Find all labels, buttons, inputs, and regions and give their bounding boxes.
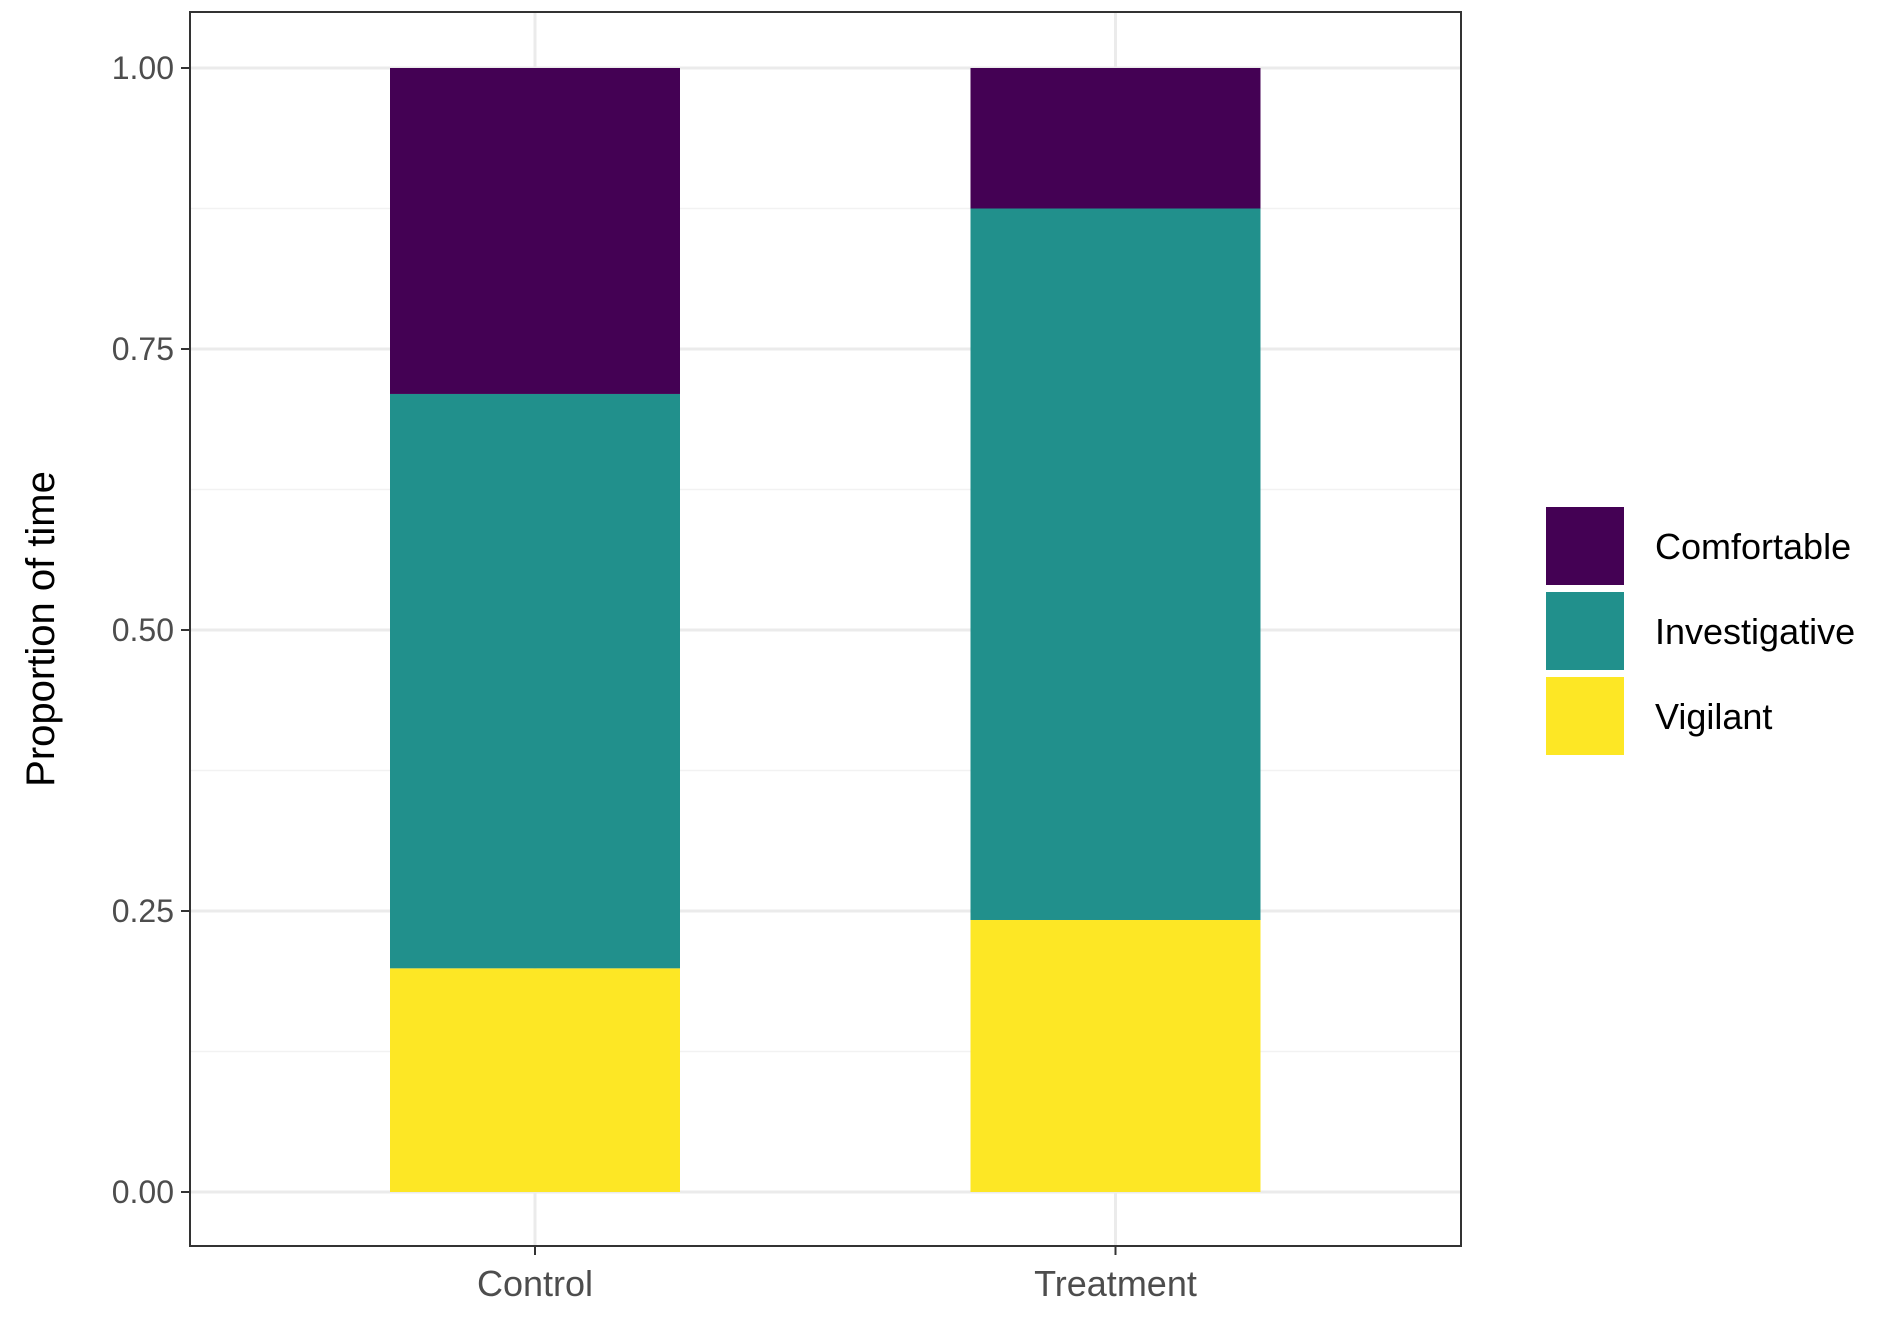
bar-investigative-treatment <box>970 208 1261 920</box>
y-tick-label: 0.00 <box>112 1174 174 1210</box>
legend-key-vigilant <box>1546 677 1624 755</box>
x-tick-label: Treatment <box>1034 1263 1197 1304</box>
y-tick-label: 0.75 <box>112 331 174 367</box>
y-tick-label: 0.25 <box>112 893 174 929</box>
bar-comfortable-treatment <box>970 68 1261 209</box>
legend-label: Comfortable <box>1655 526 1851 567</box>
bars <box>390 68 1261 1192</box>
bar-comfortable-control <box>390 68 680 394</box>
bar-vigilant-treatment <box>970 919 1261 1192</box>
legend-key-comfortable <box>1546 507 1624 585</box>
legend-key-investigative <box>1546 592 1624 670</box>
y-axis: 0.00 0.25 0.50 0.75 1.00 <box>112 50 190 1210</box>
legend: Comfortable Investigative Vigilant <box>1546 507 1855 755</box>
y-tick-label: 0.50 <box>112 612 174 648</box>
legend-label: Investigative <box>1655 611 1855 652</box>
bar-investigative-control <box>390 393 680 969</box>
grid <box>190 12 1461 1246</box>
y-axis-title: Proportion of time <box>19 471 63 787</box>
legend-label: Vigilant <box>1655 696 1772 737</box>
x-tick-label: Control <box>477 1263 593 1304</box>
bar-vigilant-control <box>390 968 680 1192</box>
x-axis: Control Treatment <box>477 1246 1197 1304</box>
y-tick-label: 1.00 <box>112 50 174 86</box>
